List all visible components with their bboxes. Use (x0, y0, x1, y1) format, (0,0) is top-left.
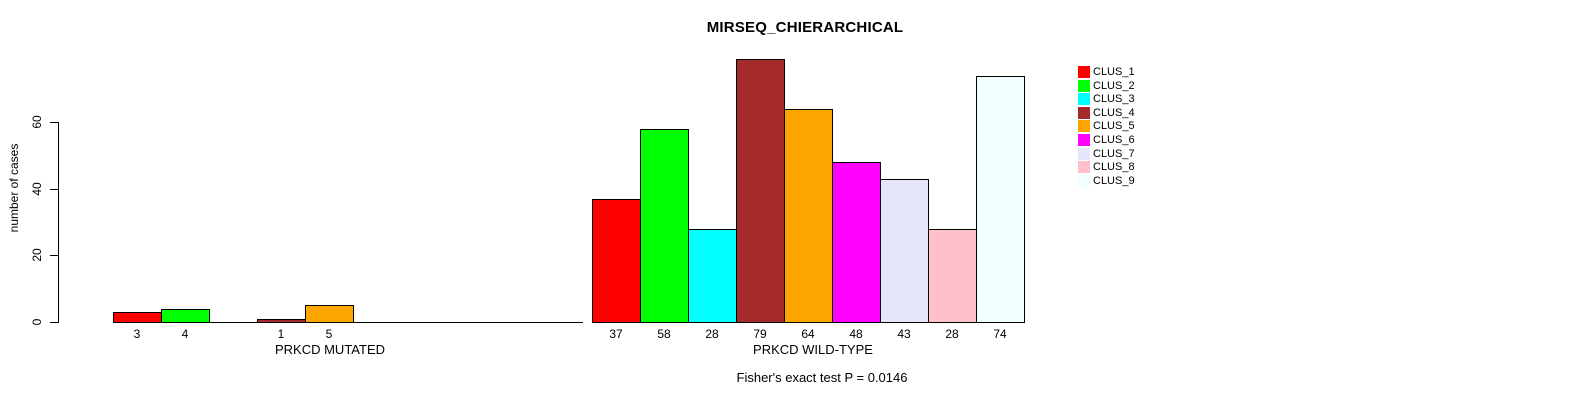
y-axis-label: number of cases (7, 143, 21, 233)
legend-label-clus-2: CLUS_2 (1093, 79, 1135, 92)
y-tick-label-60: 60 (30, 115, 44, 129)
bar-clus-1-prkcd-mutated (113, 312, 162, 323)
bar-clus-5-prkcd-wild-type (784, 109, 833, 323)
bar-value-label-clus-3-prkcd-wild-type: 28 (705, 327, 719, 341)
bar-clus-8-prkcd-wild-type (928, 229, 977, 323)
bar-value-label-clus-9-prkcd-wild-type: 74 (993, 327, 1007, 341)
fisher-test-annotation: Fisher's exact test P = 0.0146 (736, 370, 908, 385)
legend-label-clus-4: CLUS_4 (1093, 106, 1135, 119)
legend-label-clus-7: CLUS_7 (1093, 147, 1135, 160)
x-axis-label-mutated: PRKCD MUTATED (274, 342, 386, 357)
legend-swatch-clus-4 (1078, 106, 1090, 119)
bar-clus-2-prkcd-wild-type (640, 129, 689, 323)
bar-clus-4-prkcd-mutated (257, 319, 306, 323)
bar-value-label-clus-1-prkcd-mutated: 3 (133, 327, 141, 341)
bar-value-label-clus-8-prkcd-wild-type: 28 (945, 327, 959, 341)
y-tick-40 (50, 189, 58, 190)
legend-swatch-clus-2 (1078, 79, 1090, 92)
legend-label-clus-5: CLUS_5 (1093, 120, 1135, 133)
y-axis-line (58, 122, 59, 323)
bar-value-label-clus-4-prkcd-mutated: 1 (277, 327, 285, 341)
bar-value-label-clus-2-prkcd-mutated: 4 (181, 327, 189, 341)
bar-clus-5-prkcd-mutated (305, 305, 354, 323)
chart-title: MIRSEQ_CHIERARCHICAL (706, 19, 904, 36)
y-tick-label-0: 0 (30, 318, 44, 326)
bar-clus-7-prkcd-wild-type (880, 179, 929, 323)
legend-swatch-clus-9 (1078, 174, 1090, 187)
legend-swatch-clus-3 (1078, 93, 1090, 106)
y-tick-20 (50, 255, 58, 256)
bar-value-label-clus-7-prkcd-wild-type: 43 (897, 327, 911, 341)
bar-value-label-clus-1-prkcd-wild-type: 37 (609, 327, 623, 341)
bar-value-label-clus-5-prkcd-wild-type: 64 (801, 327, 815, 341)
bar-clus-6-prkcd-wild-type (832, 162, 881, 323)
legend-label-clus-9: CLUS_9 (1093, 174, 1135, 187)
bar-clus-4-prkcd-wild-type (736, 59, 785, 323)
bar-clus-9-prkcd-wild-type (976, 76, 1025, 323)
bar-value-label-clus-5-prkcd-mutated: 5 (325, 327, 333, 341)
legend-swatch-clus-1 (1078, 66, 1090, 78)
legend-label-clus-6: CLUS_6 (1093, 134, 1135, 146)
legend-label-clus-3: CLUS_3 (1093, 93, 1135, 106)
legend-swatch-clus-5 (1078, 120, 1090, 133)
y-tick-60 (50, 122, 58, 123)
legend-label-clus-8: CLUS_8 (1093, 161, 1135, 174)
bar-clus-1-prkcd-wild-type (592, 199, 641, 323)
bar-clus-3-prkcd-wild-type (688, 229, 737, 323)
bar-value-label-clus-2-prkcd-wild-type: 58 (657, 327, 671, 341)
x-axis-label-wild-type: PRKCD WILD-TYPE (753, 342, 873, 357)
bar-value-label-clus-4-prkcd-wild-type: 79 (753, 327, 767, 341)
bar-clus-2-prkcd-mutated (161, 309, 210, 323)
bar-value-label-clus-6-prkcd-wild-type: 48 (849, 327, 863, 341)
y-tick-label-20: 20 (30, 248, 44, 262)
legend-swatch-clus-7 (1078, 147, 1090, 160)
legend-label-clus-1: CLUS_1 (1093, 66, 1135, 78)
legend-swatch-clus-6 (1078, 134, 1090, 146)
y-tick-label-40: 40 (30, 182, 44, 196)
legend-swatch-clus-8 (1078, 161, 1090, 174)
y-tick-0 (50, 322, 58, 323)
